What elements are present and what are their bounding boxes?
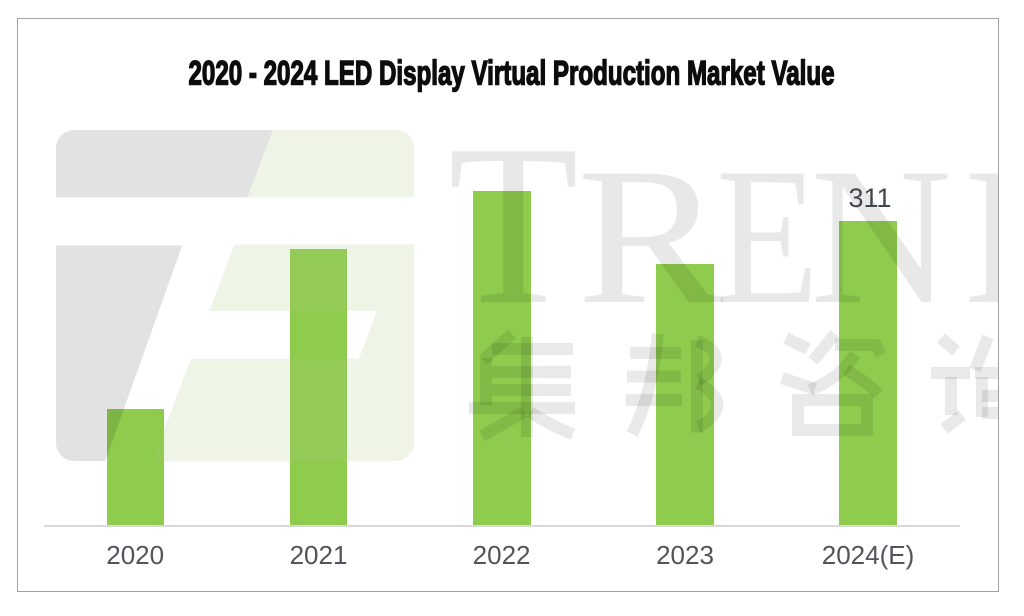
svg-text:2020 - 2024 LED Display Virtua: 2020 - 2024 LED Display Virtual Producti…	[189, 55, 835, 93]
